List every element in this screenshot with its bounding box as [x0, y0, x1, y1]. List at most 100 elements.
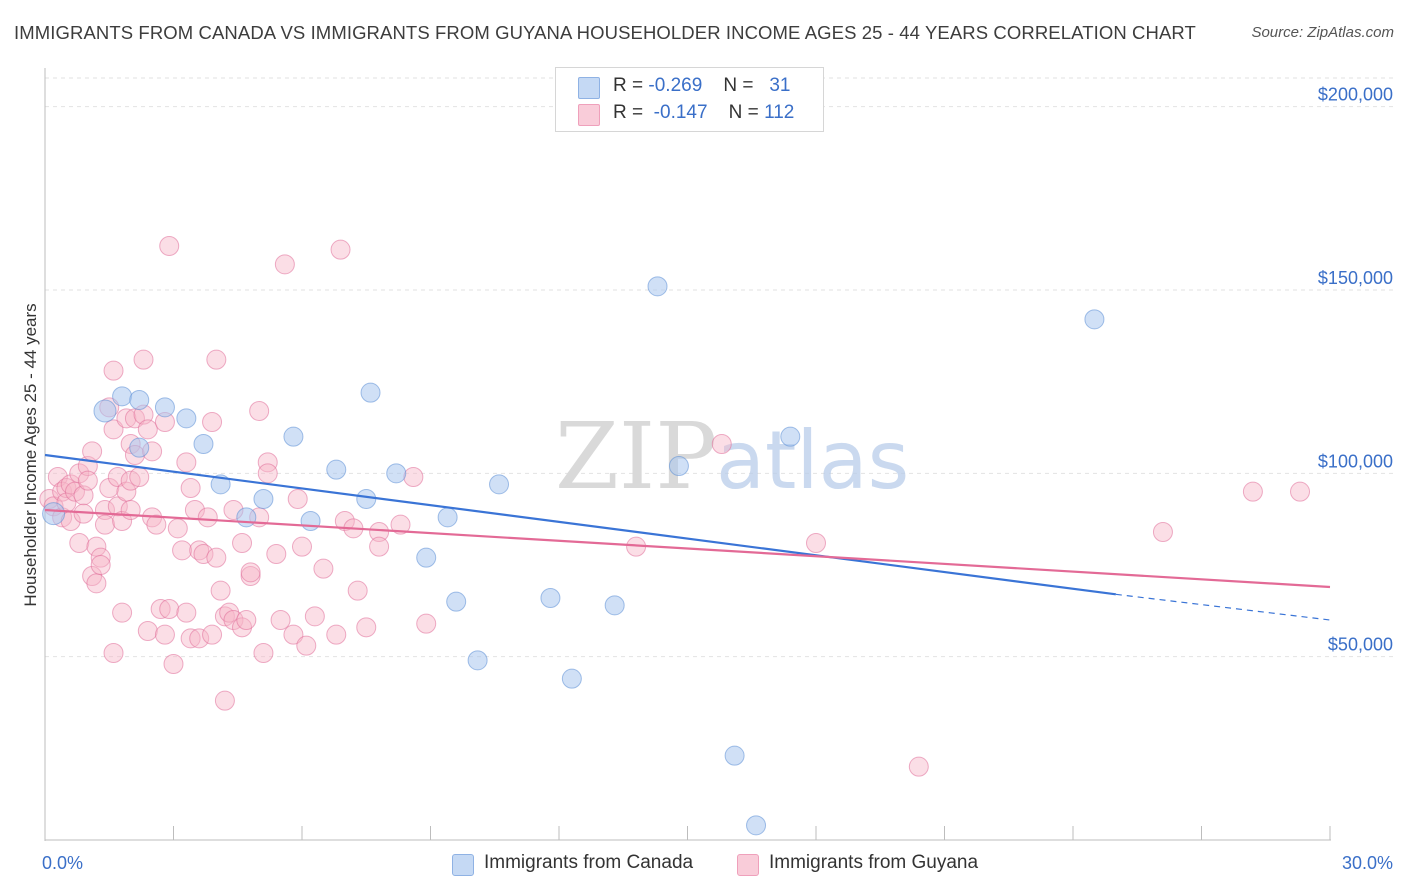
canada-point — [154, 397, 175, 418]
canada-point — [283, 426, 304, 447]
guyana-point — [137, 621, 158, 641]
canada-point — [253, 489, 274, 509]
guyana-point — [176, 602, 197, 623]
legend-n-label: N = — [728, 102, 759, 123]
canada-point — [176, 408, 197, 429]
guyana-trend-line — [44, 508, 1331, 589]
guyana-point — [206, 547, 227, 568]
canada-point — [129, 390, 150, 410]
x-tick-label: 0.0% — [42, 853, 83, 873]
canada-point — [1084, 309, 1105, 330]
chart-source: Source: ZipAtlas.com — [1251, 24, 1394, 41]
canada-point — [129, 437, 150, 458]
legend-r-label: R = — [613, 102, 644, 123]
guyana-point — [180, 628, 201, 649]
guyana-point — [159, 236, 180, 256]
y-tick-label: $50,000 — [1328, 635, 1393, 655]
guyana-point — [180, 478, 201, 498]
guyana-point — [304, 606, 325, 627]
guyana-point — [908, 756, 929, 777]
bottom-legend-swatch-guyana — [737, 854, 759, 876]
guyana-point — [416, 613, 437, 634]
guyana-point — [1290, 481, 1311, 502]
canada-point — [489, 474, 510, 495]
canada-point — [746, 815, 767, 836]
guyana-point — [193, 544, 214, 564]
y-tick-labels: $50,000 $100,000 $150,000 $200,000 — [1318, 85, 1393, 655]
guyana-point — [159, 599, 180, 619]
guyana-point — [82, 441, 103, 462]
guyana-point — [150, 599, 171, 619]
guyana-point — [369, 536, 390, 557]
guyana-point — [330, 239, 351, 260]
y-tick-label: $150,000 — [1318, 268, 1393, 288]
guyana-point — [206, 349, 227, 370]
canada-trend-line — [44, 453, 1116, 596]
watermark-atlas: atlas — [716, 414, 909, 507]
guyana-point — [133, 349, 154, 370]
guyana-point — [334, 511, 355, 531]
guyana-point — [90, 547, 111, 568]
guyana-point — [197, 507, 218, 528]
canada-point — [300, 511, 321, 531]
guyana-point — [210, 580, 231, 601]
guyana-point — [137, 419, 158, 440]
guyana-point — [257, 452, 278, 473]
y-axis-title: Householder Income Ages 25 - 44 years — [21, 303, 40, 606]
x-tick-labels: 0.0% 30.0% — [42, 853, 1393, 873]
guyana-point — [129, 467, 150, 487]
canada-point — [446, 591, 467, 612]
guyana-point — [257, 463, 278, 484]
guyana-point — [99, 478, 120, 498]
bottom-legend-label-guyana: Immigrants from Guyana — [769, 852, 979, 873]
legend-n-label: N = — [723, 75, 754, 96]
canada-point — [42, 502, 66, 526]
canada-point — [360, 382, 381, 403]
canada-point — [112, 386, 133, 407]
canada-point — [561, 668, 582, 689]
guyana-point — [146, 514, 167, 535]
canada-point — [193, 434, 214, 454]
guyana-point — [107, 467, 128, 487]
canada-point — [540, 588, 561, 608]
canada-trend-extension — [1115, 593, 1331, 621]
guyana-point — [94, 514, 115, 535]
canada-point — [236, 507, 257, 528]
canada-point — [604, 595, 625, 616]
guyana-point — [112, 602, 133, 623]
guyana-point — [326, 624, 347, 645]
guyana-point — [806, 533, 826, 553]
canada-point — [356, 489, 377, 509]
guyana-point — [313, 558, 334, 579]
guyana-point — [154, 624, 175, 645]
guyana-point — [292, 536, 312, 557]
canada-point — [210, 474, 231, 495]
correlation-legend: R = -0.269 N = 31 R = -0.147 N = 112 — [555, 67, 824, 132]
canada-point — [780, 426, 801, 447]
bottom-legend-swatch-canada — [452, 854, 474, 876]
canada-point — [437, 507, 458, 528]
guyana-point — [270, 610, 291, 630]
guyana-point — [90, 555, 111, 575]
guyana-point — [112, 511, 133, 531]
guyana-point — [120, 500, 141, 520]
guyana-point — [202, 412, 223, 432]
guyana-point — [266, 544, 287, 564]
guyana-point — [369, 522, 390, 542]
y-tick-label: $100,000 — [1318, 451, 1393, 471]
guyana-point — [176, 452, 197, 473]
guyana-point — [172, 540, 193, 561]
guyana-point — [77, 470, 98, 491]
guyana-point — [1242, 481, 1263, 502]
guyana-point — [236, 610, 257, 630]
guyana-point — [240, 562, 261, 583]
guyana-point — [86, 573, 107, 594]
guyana-point — [69, 463, 90, 484]
canada-point — [724, 745, 745, 766]
guyana-point — [249, 401, 270, 421]
watermark-zip: ZIP — [555, 403, 717, 510]
legend-n-value: 31 — [769, 75, 791, 96]
guyana-point — [163, 654, 184, 674]
canada-point — [467, 650, 488, 671]
